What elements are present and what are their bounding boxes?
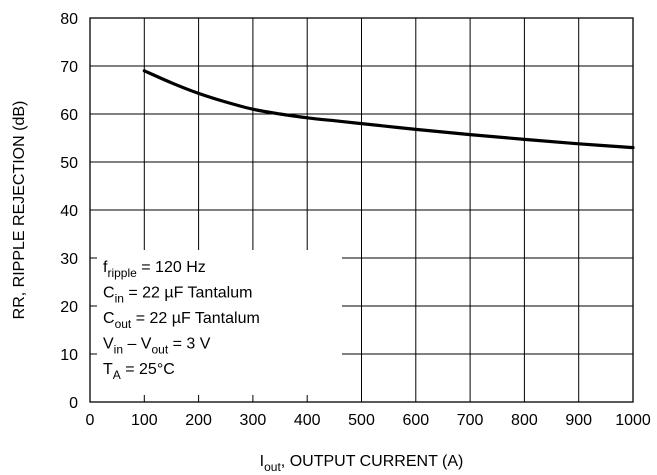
y-tick-label: 50 (60, 155, 78, 172)
condition-note: Vin – Vout = 3 V (103, 336, 211, 357)
tick-labels: 0 100 200 300 400 500 600 700 800 900 1000 0 10 20 30 4… (60, 11, 651, 429)
condition-note: Cin = 22 µF Tantalum (103, 285, 252, 306)
y-tick-label: 70 (60, 59, 78, 76)
x-tick-label: 800 (511, 412, 538, 429)
x-tick-label: 0 (86, 412, 95, 429)
y-axis-label: RR, RIPPLE REJECTION (dB) (11, 101, 28, 320)
x-tick-label: 500 (348, 412, 375, 429)
x-tick-label: 100 (131, 412, 158, 429)
y-tick-label: 30 (60, 251, 78, 268)
y-tick-label: 80 (60, 11, 78, 28)
condition-note: fripple = 120 Hz (103, 259, 206, 280)
y-tick-label: 40 (60, 203, 78, 220)
series-line (142, 69, 635, 150)
condition-note: Cout = 22 µF Tantalum (103, 310, 260, 331)
condition-note: TA = 25°C (103, 361, 175, 382)
x-tick-label: 900 (565, 412, 592, 429)
x-tick-label: 200 (185, 412, 212, 429)
y-tick-label: 20 (60, 299, 78, 316)
annotation-box (97, 250, 342, 395)
y-tick-label: 60 (60, 107, 78, 124)
x-axis-label: Iout, OUTPUT CURRENT (A) (260, 453, 464, 474)
x-tick-label: 700 (457, 412, 484, 429)
x-tick-label: 300 (240, 412, 267, 429)
plot-frame (89, 17, 634, 403)
y-tick-label: 10 (60, 347, 78, 364)
x-tick-label: 1000 (615, 412, 651, 429)
x-tick-label: 600 (402, 412, 429, 429)
annotations: fripple = 120 Hz Cin = 22 µF Tantalum Cout… (103, 259, 260, 382)
y-tick-label: 0 (69, 395, 78, 412)
x-tick-label: 400 (294, 412, 321, 429)
